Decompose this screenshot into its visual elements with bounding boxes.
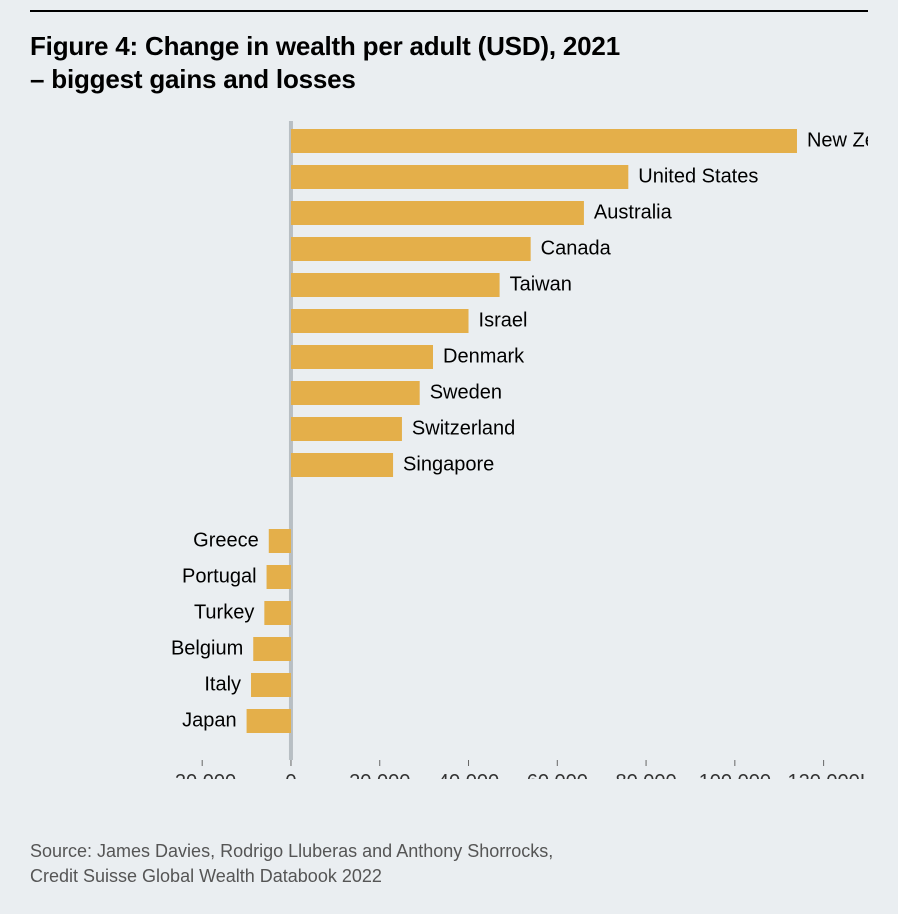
bar-label: Australia xyxy=(594,201,673,223)
bar-negative xyxy=(267,565,291,589)
bar-label: United States xyxy=(638,165,758,187)
bar-label: Turkey xyxy=(194,601,254,623)
bar-positive xyxy=(291,165,628,189)
bar-negative xyxy=(247,709,291,733)
x-tick-label: 100,000 xyxy=(699,771,771,779)
bar-label: Belgium xyxy=(171,637,243,659)
x-tick-label: 0 xyxy=(285,771,296,779)
source-line-2: Credit Suisse Global Wealth Databook 202… xyxy=(30,866,382,886)
x-tick-label: 60,000 xyxy=(527,771,588,779)
bar-label: Singapore xyxy=(403,453,494,475)
bar-label: Switzerland xyxy=(412,417,515,439)
bar-label: Italy xyxy=(204,673,241,695)
bar-positive xyxy=(291,345,433,369)
chart-area: New Zealand United States Australia Canada T… xyxy=(30,119,868,779)
bar-negative xyxy=(253,637,291,661)
x-tick-label: 20,000 xyxy=(349,771,410,779)
bar-negative xyxy=(251,673,291,697)
x-tick-label: 80,000 xyxy=(615,771,676,779)
bar-positive xyxy=(291,309,469,333)
bar-positive xyxy=(291,273,500,297)
bar-label: Portugal xyxy=(182,565,257,587)
figure-container: Figure 4: Change in wealth per adult (US… xyxy=(0,0,898,914)
bar-label: Israel xyxy=(479,309,528,331)
bar-label: Canada xyxy=(541,237,612,259)
bar-label: Denmark xyxy=(443,345,525,367)
figure-title: Figure 4: Change in wealth per adult (US… xyxy=(30,30,868,95)
title-line-1: Figure 4: Change in wealth per adult (US… xyxy=(30,31,620,61)
top-rule xyxy=(30,10,868,12)
bar-chart: New Zealand United States Australia Canada T… xyxy=(30,119,868,779)
source-note: Source: James Davies, Rodrigo Lluberas a… xyxy=(30,839,553,888)
bar-positive xyxy=(291,201,584,225)
bar-label: Greece xyxy=(193,529,259,551)
x-axis-title: USD xyxy=(860,771,868,779)
bar-positive xyxy=(291,417,402,441)
title-line-2: – biggest gains and losses xyxy=(30,64,356,94)
x-tick-label: 40,000 xyxy=(438,771,499,779)
bar-label: Taiwan xyxy=(510,273,572,295)
bar-positive xyxy=(291,237,531,261)
x-tick-label: 120,000 xyxy=(787,771,859,779)
bar-label: Sweden xyxy=(430,381,502,403)
source-line-1: Source: James Davies, Rodrigo Lluberas a… xyxy=(30,841,553,861)
bar-positive xyxy=(291,381,420,405)
bar-positive xyxy=(291,453,393,477)
bar-label: Japan xyxy=(182,709,237,731)
bar-positive xyxy=(291,129,797,153)
x-tick-label: -20,000 xyxy=(168,771,236,779)
bar-label: New Zealand xyxy=(807,129,868,151)
bar-negative xyxy=(269,529,291,553)
bar-negative xyxy=(264,601,291,625)
